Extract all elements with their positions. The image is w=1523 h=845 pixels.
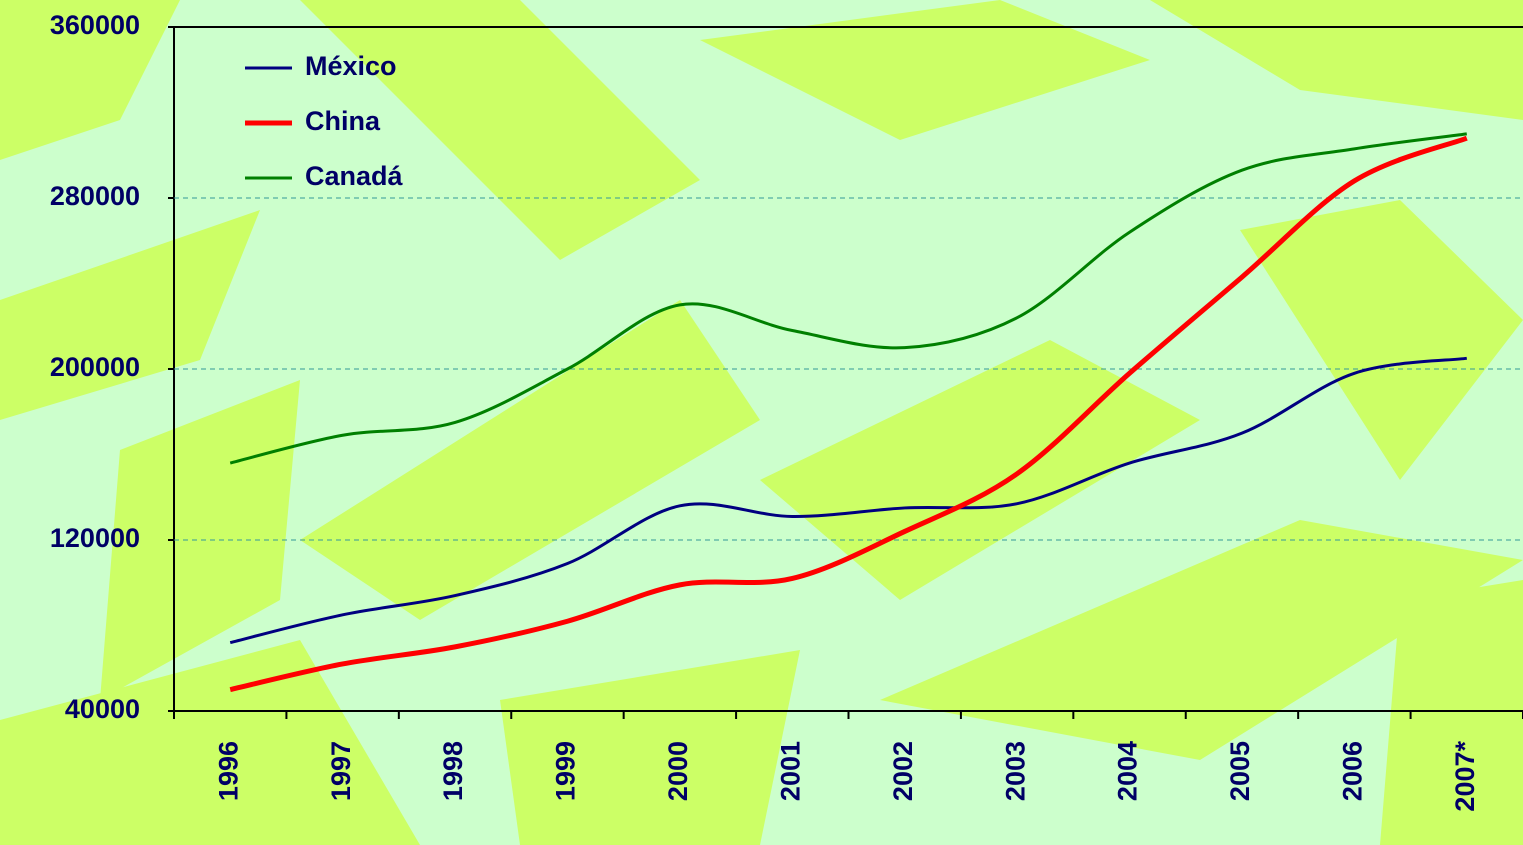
x-tick-label: 2006 [1338, 741, 1368, 801]
y-tick-label: 40000 [65, 694, 140, 724]
y-tick-label: 120000 [50, 523, 140, 553]
y-tick-label: 360000 [50, 10, 140, 40]
x-tick-label: 2005 [1225, 741, 1255, 801]
legend-label: México [305, 51, 397, 81]
legend-label: China [305, 106, 381, 136]
x-tick-label: 2003 [1000, 741, 1030, 801]
x-tick-label: 1996 [213, 741, 243, 801]
chart: 40000 120000 200000 280000 360000 1996 1997 199… [0, 0, 1523, 845]
x-tick-label: 2007* [1450, 741, 1480, 812]
x-tick-label: 1999 [551, 741, 581, 801]
x-tick-label: 2001 [775, 741, 805, 801]
x-tick-label: 2000 [663, 741, 693, 801]
legend-label: Canadá [305, 161, 404, 191]
x-tick-label: 2002 [888, 741, 918, 801]
x-tick-label: 1998 [438, 741, 468, 801]
y-tick-label: 200000 [50, 352, 140, 382]
y-tick-label: 280000 [50, 181, 140, 211]
x-tick-label: 2004 [1113, 741, 1143, 801]
x-tick-label: 1997 [326, 741, 356, 801]
